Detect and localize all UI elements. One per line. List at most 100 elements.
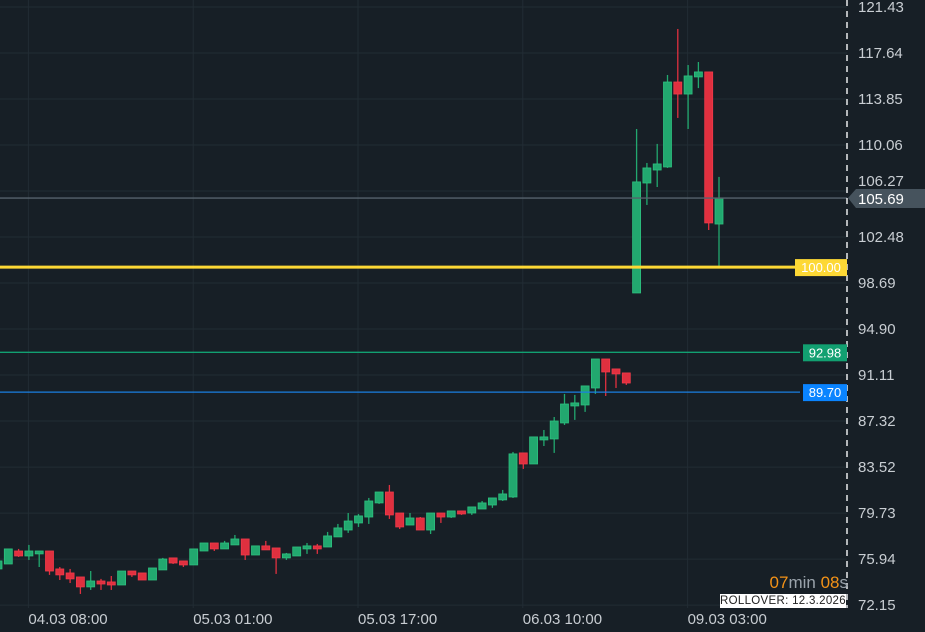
y-tick-label: 98.69 [858,275,896,292]
candle-up [663,81,672,168]
grid [0,0,847,608]
price-axis[interactable]: 121.43 117.64 113.85 110.06 106.27 102.48 98.6… [858,0,904,614]
candle-down [395,512,405,528]
price-lines [0,197,847,393]
candle-up [539,436,549,441]
y-tick-label: 121.43 [858,0,904,16]
candle-up [560,403,569,424]
x-tick-label: 05.03 01:00 [193,611,272,628]
y-tick-label: 75.94 [858,551,896,568]
candle-up [189,548,199,566]
y-tick-label: 87.32 [858,413,896,430]
candle-up [343,520,353,531]
candle-down [271,547,281,559]
price-line-label: 92.98 [809,345,842,360]
candle-up [652,163,662,171]
candle-up [220,542,230,550]
candle-up [632,181,641,294]
candle-down [209,542,219,550]
candle-up [148,567,157,581]
candle-up [405,517,415,526]
candle-up [446,510,456,518]
candle-up [642,167,652,184]
candles [0,28,724,594]
candle-down [65,572,75,580]
candle-down [457,510,466,515]
y-tick-label: 102.48 [858,229,904,246]
candle-up [333,527,343,538]
candle-up [230,538,240,546]
candle-down [704,71,714,224]
y-tick-label: 83.52 [858,459,896,476]
price-line-tag [795,259,847,277]
candle-up [426,512,436,531]
candle-down [415,517,425,531]
candle-up [251,545,260,556]
candle-down [127,570,137,576]
y-tick-label: 94.90 [858,321,896,338]
candle-up [158,558,168,571]
y-tick-label: 117.64 [858,45,903,62]
candle-up [580,385,590,406]
x-tick-label: 05.03 17:00 [358,611,437,628]
candle-down [673,81,683,95]
candle-up [354,515,363,524]
price-line-tag [803,384,847,402]
candle-up [86,580,96,588]
candle-up [591,358,600,389]
candle-down [611,368,621,375]
countdown-sec-unit: s [839,573,849,592]
candle-up [467,506,477,514]
candle-up [683,75,693,95]
candle-up [302,545,312,550]
candle-up [694,71,703,78]
candle-up [323,535,333,548]
countdown-seconds: 08 [820,573,840,592]
x-tick-label: 09.03 03:00 [688,611,767,628]
time-axis[interactable]: 04.03 08:00 05.03 01:00 05.03 17:00 06.03 1… [28,611,766,628]
rollover-badge: ROLLOVER: 12.3.2026 [720,594,846,608]
candle-down [240,538,250,556]
candle-down [436,512,446,518]
candle-down [137,572,147,581]
y-tick-label: 91.11 [858,367,894,384]
candle-up [487,497,497,506]
candle-down [312,545,322,550]
candle-up [292,546,302,557]
candle-down [55,568,65,576]
y-tick-label: 72.15 [858,597,896,614]
x-tick-label: 06.03 10:00 [523,611,602,628]
candle-down [384,491,394,516]
y-tick-label: 113.85 [858,91,903,108]
y-tick-label: 110.06 [858,137,903,154]
price-line-label: 89.70 [809,385,842,400]
candle-up [24,550,34,557]
candle-down [168,557,178,564]
current-price-label: 105.69 [858,191,904,208]
candle-down [106,581,116,586]
candle-down [621,372,631,384]
candle-up [714,197,724,225]
candle-up [364,500,374,518]
candle-up [199,542,209,552]
x-tick-label: 04.03 08:00 [28,611,107,628]
price-line-labels: 105.69 100.00 92.98 89.70 [795,189,925,402]
candle-down [76,576,85,588]
candle-up [570,402,580,407]
candle-down [261,545,271,551]
candle-down [518,452,528,465]
candle-up [0,560,3,570]
candle-up [34,550,44,555]
candle-up [374,491,384,504]
price-line-label: 100.00 [801,260,841,275]
candle-down [178,560,188,566]
current-price-tag [848,189,925,209]
candle-up [529,436,538,465]
countdown-min-unit: min [788,573,816,592]
y-tick-label: 79.73 [858,505,896,522]
price-line-tag [803,344,847,362]
candle-up [3,548,13,565]
candle-down [45,550,54,572]
candle-down [601,358,611,373]
